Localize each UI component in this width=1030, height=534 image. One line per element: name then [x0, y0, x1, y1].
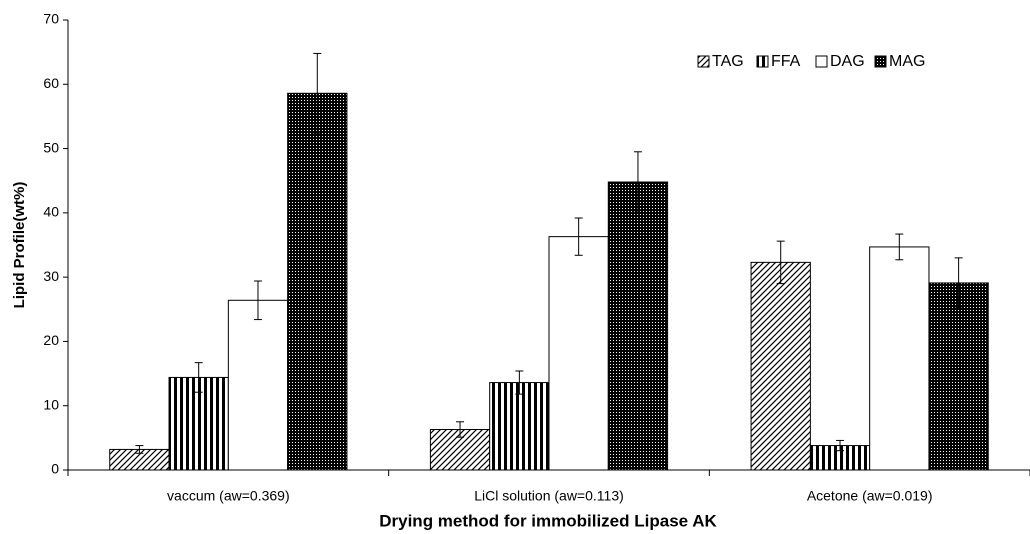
- legend-swatch: [874, 55, 887, 68]
- x-tick-label: vaccum (aw=0.369): [167, 488, 290, 504]
- legend-swatch: [697, 55, 710, 68]
- x-tick-label: Acetone (aw=0.019): [807, 488, 933, 504]
- bar: [607, 181, 669, 471]
- error-bar: [135, 445, 144, 454]
- error-bar: [776, 240, 785, 285]
- x-axis-label: Drying method for immobilized Lipase AK: [379, 511, 717, 530]
- bar: [750, 261, 811, 471]
- y-tick-label: 70: [43, 11, 59, 27]
- x-tick-label: LiCl solution (aw=0.113): [474, 488, 624, 504]
- error-bar: [836, 439, 845, 452]
- error-bar: [456, 421, 465, 438]
- bar: [548, 236, 609, 471]
- y-tick-label: 10: [43, 396, 59, 412]
- y-tick-label: 20: [43, 332, 59, 348]
- bar: [227, 299, 289, 471]
- error-bar: [253, 280, 262, 321]
- bar: [489, 382, 550, 471]
- legend-label: MAG: [889, 53, 925, 70]
- bar: [869, 246, 930, 471]
- y-tick-label: 0: [51, 461, 59, 477]
- bar: [287, 92, 348, 471]
- error-bar: [895, 233, 904, 261]
- error-bar: [954, 257, 963, 309]
- error-bar: [515, 370, 524, 395]
- legend-label: TAG: [712, 53, 744, 70]
- legend-label: FFA: [771, 53, 801, 70]
- error-bar: [633, 151, 642, 213]
- legend-swatch: [815, 55, 828, 68]
- y-tick-label: 50: [43, 139, 59, 155]
- error-bar: [574, 217, 583, 256]
- bar: [928, 282, 989, 471]
- y-axis-label: Lipid Profile(wt%): [11, 182, 28, 309]
- error-bar: [313, 52, 322, 134]
- y-tick-label: 30: [43, 268, 59, 284]
- legend-label: DAG: [830, 53, 865, 70]
- legend-swatch: [756, 55, 769, 68]
- y-tick-label: 60: [43, 75, 59, 91]
- error-bar: [194, 362, 203, 393]
- y-tick-label: 40: [43, 204, 59, 220]
